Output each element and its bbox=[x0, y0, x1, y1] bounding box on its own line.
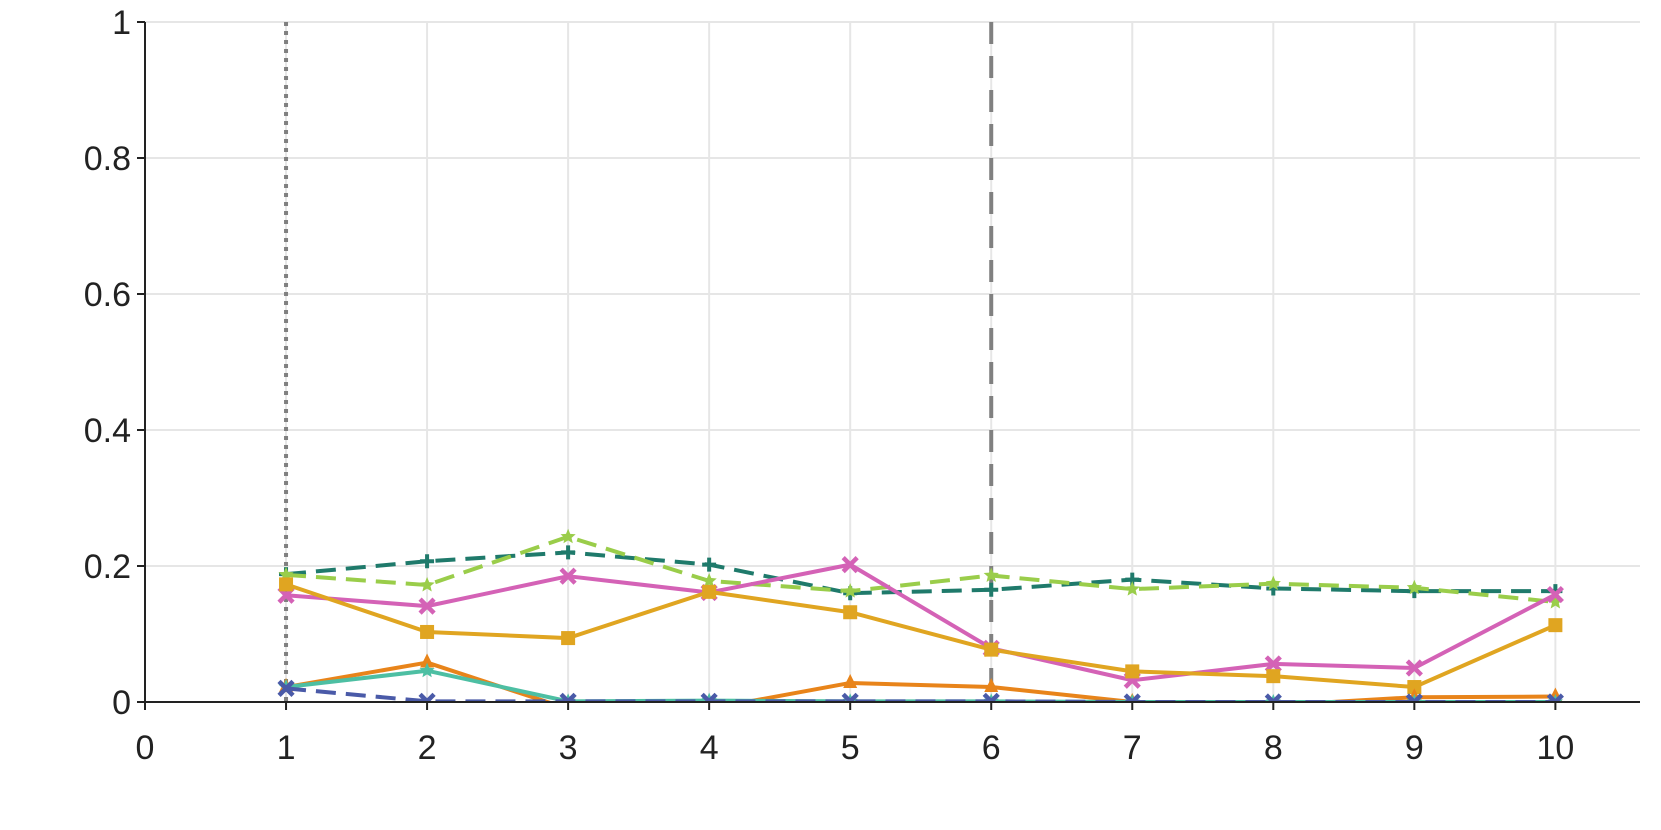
data-point bbox=[984, 678, 999, 693]
data-point bbox=[1547, 594, 1563, 609]
x-tick-label: 3 bbox=[559, 729, 578, 767]
data-point bbox=[419, 577, 435, 592]
data-point bbox=[420, 624, 435, 639]
data-point bbox=[702, 557, 717, 572]
x-tick-label: 9 bbox=[1405, 729, 1424, 767]
x-tick-label: 7 bbox=[1123, 729, 1142, 767]
data-point bbox=[1264, 693, 1282, 702]
data-point bbox=[561, 631, 576, 646]
data-point bbox=[1266, 669, 1281, 684]
data-point bbox=[841, 556, 859, 574]
reference-lines bbox=[284, 22, 994, 702]
series-line bbox=[285, 562, 1557, 683]
data-point bbox=[701, 572, 717, 588]
series-4 bbox=[279, 577, 1563, 695]
data-point bbox=[984, 642, 999, 657]
y-tick-label: 1 bbox=[112, 4, 131, 42]
data-point bbox=[1548, 618, 1563, 633]
x-tick-label: 1 bbox=[277, 729, 296, 767]
series-group bbox=[277, 528, 1564, 702]
y-tick-label: 0.8 bbox=[84, 140, 131, 178]
data-point bbox=[1405, 659, 1423, 677]
data-point bbox=[1406, 579, 1422, 595]
data-point bbox=[418, 597, 436, 615]
axes bbox=[137, 21, 1640, 710]
data-point bbox=[843, 605, 858, 620]
data-point bbox=[1125, 664, 1140, 679]
data-point bbox=[1124, 581, 1140, 596]
data-point bbox=[842, 583, 858, 598]
series-line bbox=[285, 582, 1557, 690]
data-point bbox=[984, 582, 999, 597]
series-line bbox=[285, 534, 1556, 605]
data-point bbox=[1546, 693, 1564, 702]
data-point bbox=[1546, 585, 1564, 604]
x-tick-label: 0 bbox=[136, 729, 155, 767]
series-1 bbox=[279, 545, 1563, 601]
data-point bbox=[277, 679, 295, 697]
x-tick-label: 6 bbox=[982, 729, 1001, 767]
x-tick-label: 10 bbox=[1536, 729, 1574, 767]
x-tick-label: 8 bbox=[1264, 729, 1283, 767]
y-tick-label: 0.6 bbox=[84, 276, 131, 314]
data-point bbox=[1265, 575, 1281, 591]
data-point bbox=[1407, 680, 1422, 695]
data-point bbox=[1264, 655, 1282, 673]
data-point bbox=[843, 673, 858, 688]
tick-labels: 0 1 2 3 4 5 6 7 8 9 10 0 0.2 0.4 0.6 0.8 1 bbox=[84, 4, 1575, 767]
series-2 bbox=[278, 528, 1563, 609]
data-point bbox=[983, 567, 999, 582]
y-tick-label: 0 bbox=[112, 684, 131, 722]
data-point bbox=[702, 584, 717, 599]
data-point bbox=[559, 567, 577, 585]
data-point bbox=[420, 653, 435, 668]
data-point bbox=[279, 577, 294, 592]
data-point bbox=[1123, 693, 1141, 702]
data-point bbox=[560, 528, 576, 544]
data-point bbox=[561, 545, 576, 560]
y-tick-label: 0.4 bbox=[84, 412, 131, 450]
series-line bbox=[285, 550, 1556, 596]
x-tick-label: 4 bbox=[700, 729, 719, 767]
data-point bbox=[1405, 693, 1423, 702]
series-3 bbox=[277, 556, 1564, 689]
y-tick-label: 0.2 bbox=[84, 548, 131, 586]
x-tick-label: 2 bbox=[418, 729, 437, 767]
x-tick-label: 5 bbox=[841, 729, 860, 767]
data-point bbox=[420, 554, 435, 569]
data-point bbox=[419, 662, 435, 678]
